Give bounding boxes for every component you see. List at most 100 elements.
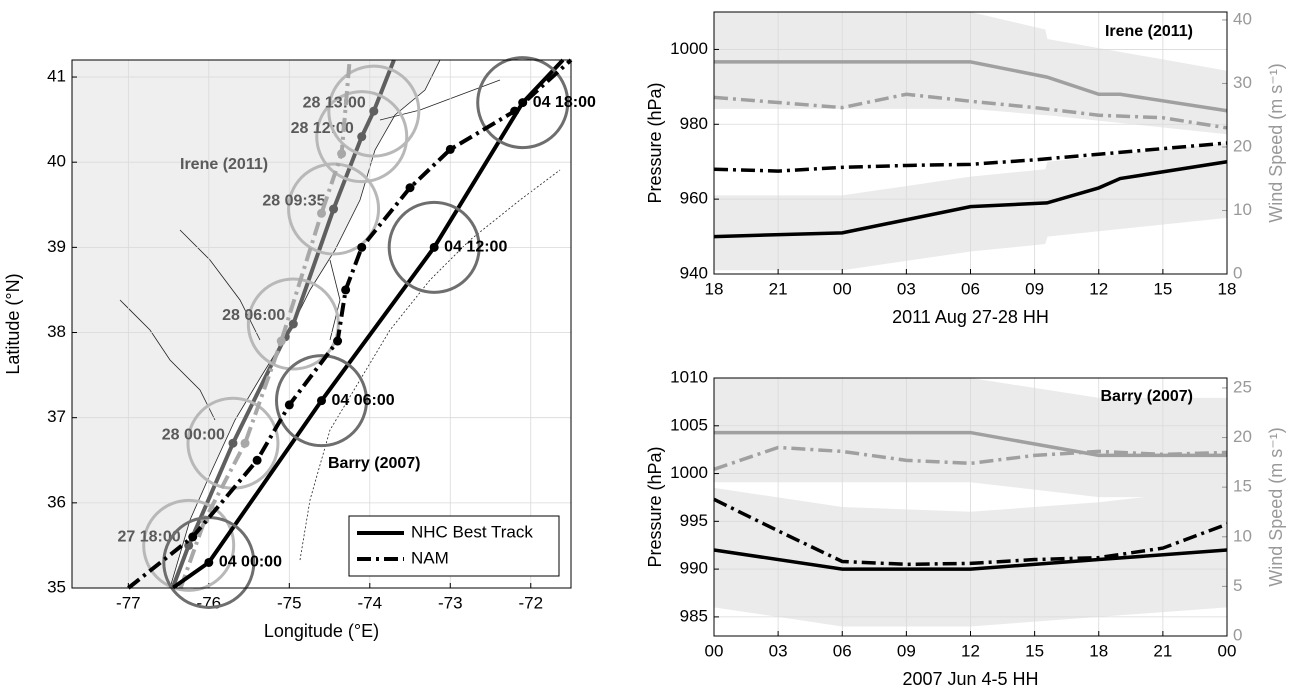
y2-tick-label: 20	[1233, 136, 1252, 155]
y-axis-label: Pressure (hPa)	[645, 82, 665, 203]
track-point	[317, 396, 326, 406]
chart-title: Irene (2011)	[1105, 23, 1193, 40]
y-tick-label: 35	[47, 577, 66, 596]
x-tick-label: 21	[1153, 641, 1172, 660]
track-point	[333, 336, 343, 346]
series-line	[713, 548, 1228, 571]
x-tick-label: -77	[116, 593, 141, 612]
series-line	[714, 430, 1227, 458]
y2-tick-label: 0	[1233, 625, 1242, 644]
track-point	[510, 106, 520, 116]
track-point	[329, 204, 339, 214]
x-tick-label: 21	[769, 279, 788, 298]
y-tick-label: 985	[680, 606, 708, 625]
y-tick-label: 38	[47, 322, 66, 341]
x-tick-label: 18	[705, 279, 724, 298]
y2-axis-label: Wind Speed (m s⁻¹)	[1266, 427, 1286, 587]
y-tick-label: 995	[680, 511, 708, 530]
time-label: 04 06:00	[332, 392, 395, 409]
time-label: 28 13:00	[303, 94, 366, 111]
y-tick-label: 40	[47, 152, 66, 171]
y-tick-label: 1000	[670, 463, 708, 482]
x-tick-label: -75	[277, 593, 302, 612]
track-point	[445, 144, 455, 154]
x-tick-label: -72	[518, 593, 543, 612]
time-label: 28 00:00	[162, 426, 225, 443]
coastline	[119, 79, 501, 421]
series-line	[714, 60, 1228, 113]
x-tick-label: 12	[961, 641, 980, 660]
uncertainty-circle	[315, 90, 409, 184]
x-tick-label: 00	[705, 641, 724, 660]
time-label: 04 18:00	[533, 94, 596, 111]
y-tick-label: 1010	[670, 367, 708, 386]
x-tick-label: 00	[833, 279, 852, 298]
series-line	[713, 497, 1228, 567]
y2-tick-label: 40	[1233, 9, 1252, 28]
x-tick-label: 18	[1218, 279, 1237, 298]
x-tick-label: 12	[1089, 279, 1108, 298]
y-tick-label: 41	[47, 67, 66, 86]
uncertainty-circle	[287, 162, 381, 256]
uncertainty-circle	[387, 200, 481, 294]
y2-tick-label: 10	[1233, 526, 1252, 545]
track-point	[357, 242, 367, 252]
time-label: 28 12:00	[291, 120, 354, 137]
y-tick-label: 1000	[670, 39, 708, 58]
time-label: 04 00:00	[219, 554, 282, 571]
track-point	[337, 149, 347, 159]
x-tick-label: 06	[833, 641, 852, 660]
track-point	[284, 400, 294, 410]
axes-box	[713, 11, 1228, 275]
y2-tick-label: 25	[1233, 377, 1252, 396]
y-tick-label: 960	[680, 189, 708, 208]
storm-name: Barry (2007)	[328, 455, 421, 472]
y-tick-label: 990	[680, 559, 708, 578]
x-tick-label: 09	[1025, 279, 1044, 298]
series-line	[713, 445, 1228, 471]
storm-name: Irene (2011)	[180, 156, 268, 173]
uncertainty-circle	[476, 56, 570, 150]
track-point	[188, 532, 198, 542]
y-tick-label: 1005	[670, 415, 708, 434]
axes-box	[713, 377, 1228, 637]
shelf-contour	[299, 169, 561, 561]
x-tick-label: 00	[1218, 641, 1237, 660]
x-tick-label: 03	[897, 279, 916, 298]
time-label: 27 18:00	[118, 529, 181, 546]
uncertainty-circle	[327, 64, 421, 158]
x-axis-label: 2011 Aug 27-28 HH	[892, 307, 1049, 327]
x-axis-label: Longitude (°E)	[264, 621, 379, 641]
series-line	[713, 159, 1228, 239]
track-point	[369, 106, 379, 116]
track-point	[357, 132, 367, 142]
uncertainty-circle	[162, 515, 256, 609]
y-tick-label: 980	[680, 114, 708, 133]
x-tick-label: 15	[1153, 279, 1172, 298]
y-tick-label: 39	[47, 237, 66, 256]
y2-tick-label: 20	[1233, 427, 1252, 446]
y2-tick-label: 5	[1233, 576, 1242, 595]
track-point	[228, 438, 238, 448]
y-axis-label: Latitude (°N)	[3, 273, 23, 374]
y-tick-label: 940	[680, 263, 708, 282]
y2-axis-label: Wind Speed (m s⁻¹)	[1266, 63, 1286, 223]
time-label: 28 09:35	[262, 192, 325, 209]
y2-tick-label: 0	[1233, 263, 1242, 282]
axes-box	[71, 59, 572, 589]
x-tick-label: 18	[1089, 641, 1108, 660]
track-point	[341, 285, 351, 295]
legend-box	[348, 515, 560, 577]
track-point	[405, 183, 415, 193]
x-tick-label: -76	[197, 593, 222, 612]
track-point	[317, 208, 326, 218]
x-tick-label: -73	[438, 593, 463, 612]
y-tick-label: 36	[47, 492, 66, 511]
x-axis-label: 2007 Jun 4-5 HH	[902, 669, 1038, 689]
track-point	[204, 557, 214, 567]
x-tick-label: 15	[1025, 641, 1044, 660]
x-tick-label: 06	[961, 279, 980, 298]
track-point	[288, 319, 298, 329]
series-line	[713, 141, 1228, 173]
